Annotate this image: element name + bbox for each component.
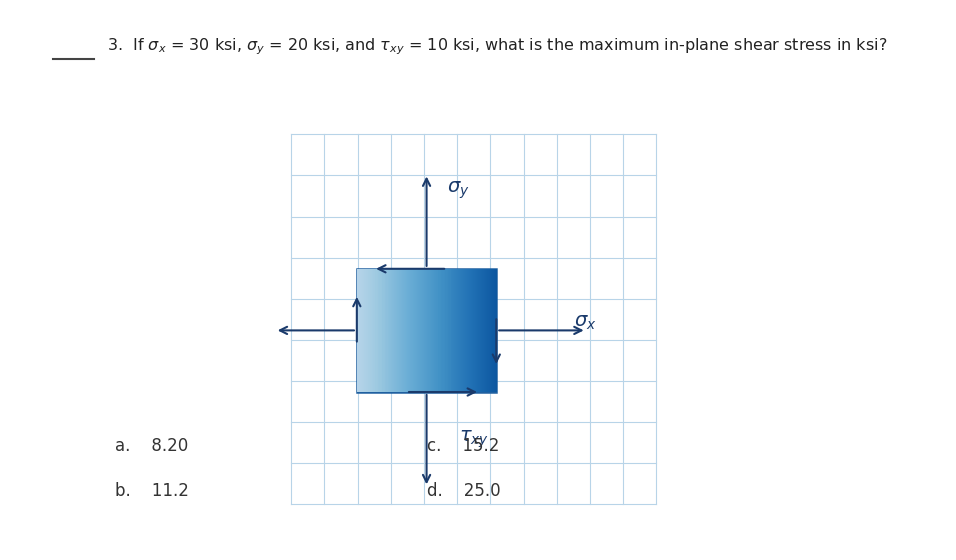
Text: a.    8.20: a. 8.20 [115,437,188,455]
Text: b.    11.2: b. 11.2 [115,482,188,500]
Text: c.    15.2: c. 15.2 [426,437,499,455]
Text: $\sigma_y$: $\sigma_y$ [447,180,469,201]
Text: d.    25.0: d. 25.0 [426,482,500,500]
Text: 3.  If $\sigma_x$ = 30 ksi, $\sigma_y$ = 20 ksi, and $\tau_{xy}$ = 10 ksi, what : 3. If $\sigma_x$ = 30 ksi, $\sigma_y$ = … [107,36,887,57]
Bar [357,269,496,392]
Text: $\sigma_x$: $\sigma_x$ [575,312,597,332]
Text: $\tau_{xy}$: $\tau_{xy}$ [460,429,489,450]
